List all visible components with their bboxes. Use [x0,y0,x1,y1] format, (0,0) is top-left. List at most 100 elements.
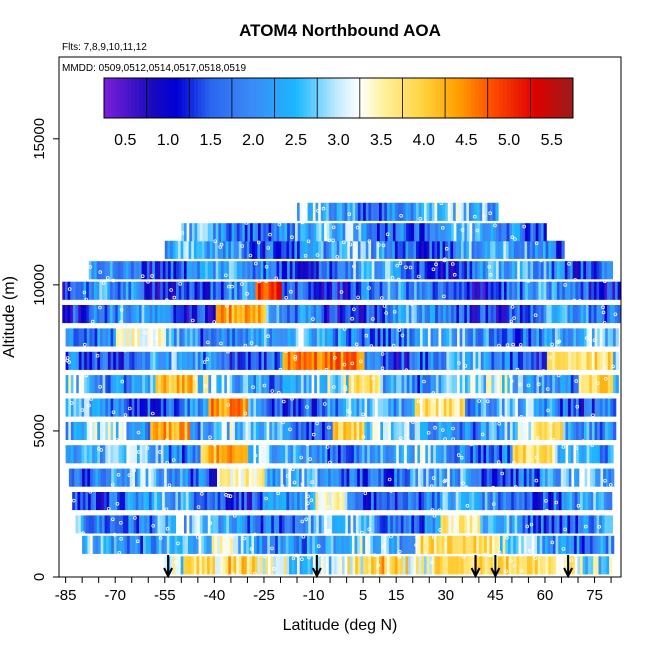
heat-cell [515,328,519,347]
colorbar-segment [447,78,453,118]
heat-cell [366,515,370,534]
heat-cell [536,445,540,464]
heat-cell [554,398,559,417]
heat-cell [539,351,543,370]
heat-cell [337,223,341,242]
heat-cell [201,492,205,511]
heat-cell [267,468,271,487]
heat-cell [367,468,371,487]
heat-cell [560,328,564,347]
heat-cell [92,375,96,394]
heat-cell [123,281,127,300]
heat-cell [421,492,425,511]
heat-cell [390,421,395,440]
heat-cell [375,375,379,394]
heat-cell [311,328,315,347]
sample-point [385,232,390,237]
colorbar-segment [526,78,531,118]
heat-cell [344,202,348,221]
heat-cell [424,492,428,511]
heat-cell [406,375,410,394]
heat-cell [158,421,162,440]
sample-point [567,261,571,266]
heat-cell [248,468,252,487]
heat-cell [419,261,423,280]
sample-point [158,536,163,540]
heat-cell [103,535,107,554]
heat-cell [421,240,425,259]
heat-cell [466,515,471,534]
colorbar-segment [561,78,566,118]
sample-point [512,316,516,320]
sample-point [342,362,347,367]
heat-cell [379,515,383,534]
heat-cell [336,492,340,511]
sample-point [119,520,123,525]
colorbar-segment [330,78,336,118]
heat-cell [338,398,342,417]
heat-cell [361,281,365,300]
heat-cell [488,375,492,394]
heat-cell [131,398,135,417]
down-arrow-icon [163,555,173,579]
heat-cell [127,468,131,487]
heat-cell [133,305,137,324]
heat-cell [492,240,496,259]
heat-cell [355,515,360,534]
heat-cell [570,421,574,440]
heat-cell [537,556,541,575]
heat-cell [596,305,600,324]
heat-cell [539,535,543,554]
heat-cell [568,468,572,487]
heat-cell [364,445,368,464]
colorbar-segment [494,78,500,118]
heat-cell [322,445,326,464]
heat-cell [316,328,321,347]
heat-cell [506,240,510,259]
heat-cell [267,535,271,554]
heat-cell [331,202,335,221]
heat-cell [443,281,447,300]
heat-cell [340,351,344,370]
heat-cell [353,305,357,324]
heat-cell [396,421,400,440]
sample-point [343,387,348,392]
heat-cell [393,398,397,417]
heat-cell [537,492,541,511]
heat-cell [503,240,507,259]
heat-cell [68,421,72,440]
heat-cell [153,468,157,487]
heat-cell [485,223,489,242]
heat-cell [596,261,600,280]
heat-cell [586,351,590,370]
heat-cell [289,240,293,259]
heat-cell [129,375,133,394]
heat-cell [279,351,283,370]
down-arrow-icon [490,555,501,579]
heat-cell [279,223,283,242]
heat-cell [452,468,456,487]
heat-cell [578,445,582,464]
heat-cell [605,398,609,417]
colorbar-segment [111,78,117,118]
heat-cell [466,305,471,324]
heat-cell [470,375,474,394]
heat-cell [274,398,278,417]
heat-cell [192,328,196,347]
heat-cell [361,375,365,394]
heat-cell [498,281,502,300]
heat-cell [461,240,465,259]
heat-cell [195,421,199,440]
heat-cell [459,261,463,280]
heat-cell [496,328,500,347]
heat-cell [276,281,280,300]
heat-cell [112,261,116,280]
sample-point [398,436,403,441]
heat-cell [253,398,257,417]
heat-cell [117,305,121,324]
heat-cell [308,351,313,370]
heat-cell [584,421,588,440]
heat-cell [470,351,474,370]
heat-cell [482,261,486,280]
heat-cell [353,328,358,347]
